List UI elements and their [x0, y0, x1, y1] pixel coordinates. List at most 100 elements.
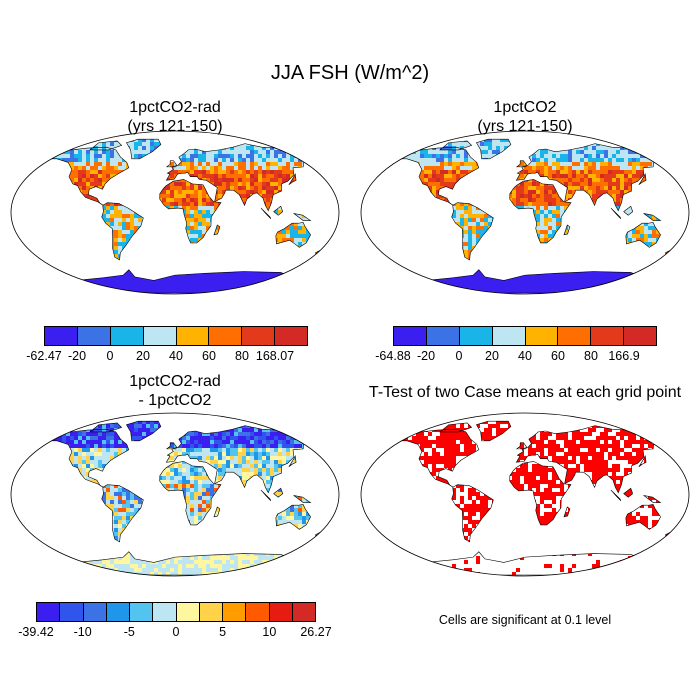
panel-title-top-right: 1pctCO2 (yrs 121-150): [360, 98, 690, 136]
coastline: [213, 506, 221, 518]
bottom_left-swatch-7: [198, 603, 222, 621]
top_left-tick-label: 80: [235, 349, 249, 363]
coastline: [451, 202, 494, 261]
panel-title-top-left-line1: 1pctCO2-rad: [129, 99, 221, 116]
bottom_left-tick-label: 10: [262, 625, 277, 639]
coastline: [394, 146, 480, 206]
coastline: [44, 428, 130, 488]
bottom_left-swatch-9: [245, 603, 269, 621]
top_left-tick-label: 40: [169, 349, 183, 363]
top_right-swatch-3: [491, 327, 525, 345]
bottom_left-tick-label: -10: [73, 625, 92, 639]
coastline: [509, 179, 572, 244]
coastline: [515, 143, 666, 212]
coastline: [213, 224, 221, 236]
top_right-tick-label: 0: [455, 349, 463, 363]
coastline: [273, 487, 284, 498]
coastline: [475, 420, 512, 442]
coastline: [475, 138, 512, 160]
panel-title-bottom-left-line1: 1pctCO2-rad: [129, 373, 221, 390]
coastline: [638, 173, 647, 186]
significance-note: Cells are significant at 0.1 level: [438, 613, 612, 627]
top_right-tick-label: 80: [584, 349, 598, 363]
top_right-tick-label: 40: [518, 349, 532, 363]
coastline: [165, 442, 177, 450]
top_right-swatch-2: [458, 327, 492, 345]
coastline: [89, 140, 123, 151]
bottom_left-swatch-5: [152, 603, 176, 621]
top_left-swatch-3: [142, 327, 176, 345]
top_left-swatch-6: [241, 327, 275, 345]
bottom_left-tick-label: -5: [123, 625, 135, 639]
coastline: [638, 455, 647, 468]
coastline: [159, 461, 222, 526]
coastline: [623, 487, 634, 498]
top_right-tick-label: 60: [551, 349, 565, 363]
coastline: [125, 420, 162, 442]
top_right-tick-label: -20: [416, 349, 436, 363]
top_right-tick-label: 166.9: [608, 349, 640, 363]
coastline: [275, 221, 311, 248]
map-boundary: [10, 130, 340, 295]
top_right-swatch-0: [394, 327, 426, 345]
top_right-tick-label: 20: [485, 349, 499, 363]
top_left-swatch-4: [175, 327, 209, 345]
top_left-swatch-7: [274, 327, 307, 345]
colorbar-1pctco2: [393, 326, 657, 346]
bottom_left-swatch-6: [175, 603, 199, 621]
bottom_left-swatch-11: [291, 603, 315, 621]
bottom_left-swatch-10: [268, 603, 292, 621]
coastline: [623, 205, 634, 216]
colorbar-difference: [36, 602, 316, 622]
coastline: [563, 506, 571, 518]
top_left-swatch-5: [208, 327, 242, 345]
coastline: [610, 489, 622, 501]
bottom_left-swatch-0: [37, 603, 60, 621]
top_left-tick-label: -62.47: [26, 349, 62, 363]
bottom_left-tick-label: -39.42: [18, 625, 54, 639]
map-1pctco2: [360, 130, 690, 295]
coastline: [165, 143, 316, 212]
top_left-tick-label: 168.07: [255, 349, 295, 363]
map-1pctco2-rad: [10, 130, 340, 295]
bottom_left-swatch-2: [82, 603, 106, 621]
coastline: [101, 202, 144, 261]
coastline: [625, 221, 661, 248]
map-difference: [10, 412, 340, 577]
panel-title-top-left-line2: (yrs 121-150): [127, 118, 223, 135]
top_right-swatch-4: [524, 327, 558, 345]
panel-title-top-right-line2: (yrs 121-150): [477, 118, 573, 135]
bottom_left-swatch-8: [222, 603, 246, 621]
coastline: [44, 146, 130, 206]
top_left-swatch-2: [109, 327, 143, 345]
top_right-swatch-5: [557, 327, 591, 345]
top_right-tick-label: -64.88: [375, 349, 411, 363]
coastline: [293, 495, 312, 503]
coastline: [643, 213, 662, 221]
panel-title-top-right-line1: 1pctCO2: [493, 99, 557, 116]
coastline: [394, 428, 480, 488]
top_left-swatch-0: [45, 327, 77, 345]
coastline: [625, 503, 661, 530]
colorbar-1pctco2-rad: [44, 326, 308, 346]
coastline: [563, 224, 571, 236]
coastline: [273, 205, 284, 216]
coastline: [101, 484, 144, 543]
panel-title-bottom-right: T-Test of two Case means at each grid po…: [368, 384, 682, 401]
coastline: [288, 173, 297, 186]
coastline: [165, 160, 177, 168]
coastline: [515, 160, 527, 168]
coastline: [288, 455, 297, 468]
map-boundary: [360, 130, 690, 295]
bottom_left-swatch-4: [129, 603, 153, 621]
bottom_left-tick-label: 0: [172, 625, 180, 639]
coastline: [159, 179, 222, 244]
top_right-swatch-1: [425, 327, 459, 345]
panel-title-top-left: 1pctCO2-rad (yrs 121-150): [10, 98, 340, 136]
coastline: [275, 503, 311, 530]
panel-title-bottom-left-line2: - 1pctCO2: [138, 392, 212, 409]
map-boundary: [360, 412, 690, 577]
map-ttest-significance: [360, 412, 690, 577]
coastline: [515, 425, 666, 494]
panel-title-bottom-left: 1pctCO2-rad - 1pctCO2: [10, 372, 340, 410]
